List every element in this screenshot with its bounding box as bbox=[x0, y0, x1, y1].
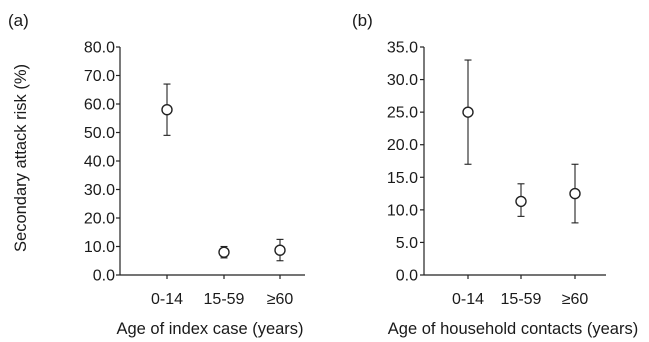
y-tick-label: 0.0 bbox=[396, 268, 418, 285]
y-tick-label: 20.0 bbox=[84, 211, 115, 228]
y-tick-label: 15.0 bbox=[387, 170, 418, 187]
x-axis-title-a: Age of index case (years) bbox=[116, 320, 303, 338]
y-tick-label: 80.0 bbox=[84, 40, 115, 57]
y-tick-label: 25.0 bbox=[387, 105, 418, 122]
data-point bbox=[462, 106, 474, 118]
y-tick-label: 10.0 bbox=[387, 202, 418, 219]
x-tick-label: ≥60 bbox=[562, 291, 589, 308]
data-point bbox=[274, 244, 286, 256]
data-point bbox=[569, 187, 581, 200]
y-tick-label: 20.0 bbox=[387, 137, 418, 154]
y-axis-title-a: Secondary attack risk (%) bbox=[12, 64, 30, 252]
y-tick-label: 5.0 bbox=[396, 235, 418, 252]
panel-label-a: (a) bbox=[8, 11, 29, 30]
x-tick-label: 15-59 bbox=[501, 291, 542, 308]
data-point bbox=[218, 246, 230, 258]
y-tick-label: 60.0 bbox=[84, 97, 115, 114]
panel-label-b: (b) bbox=[352, 11, 373, 30]
y-tick-label: 0.0 bbox=[93, 268, 115, 285]
y-tick-label: 70.0 bbox=[84, 68, 115, 85]
y-tick-label: 40.0 bbox=[84, 154, 115, 171]
x-tick-label: ≥60 bbox=[267, 291, 294, 308]
x-tick-label: 15-59 bbox=[204, 291, 245, 308]
x-tick-label: 0-14 bbox=[151, 291, 183, 308]
data-point bbox=[515, 195, 527, 208]
y-tick-label: 30.0 bbox=[387, 72, 418, 89]
y-tick-label: 35.0 bbox=[387, 40, 418, 57]
data-point bbox=[161, 103, 173, 116]
x-tick-label: 0-14 bbox=[452, 291, 484, 308]
y-tick-label: 30.0 bbox=[84, 182, 115, 199]
y-tick-label: 10.0 bbox=[84, 239, 115, 256]
panel-a: (a) Secondary attack risk (%) Age of ind… bbox=[8, 11, 305, 338]
y-tick-label: 50.0 bbox=[84, 125, 115, 142]
x-axis-title-b: Age of household contacts (years) bbox=[388, 320, 638, 338]
panel-b: (b) Age of household contacts (years) 0.… bbox=[352, 11, 638, 338]
